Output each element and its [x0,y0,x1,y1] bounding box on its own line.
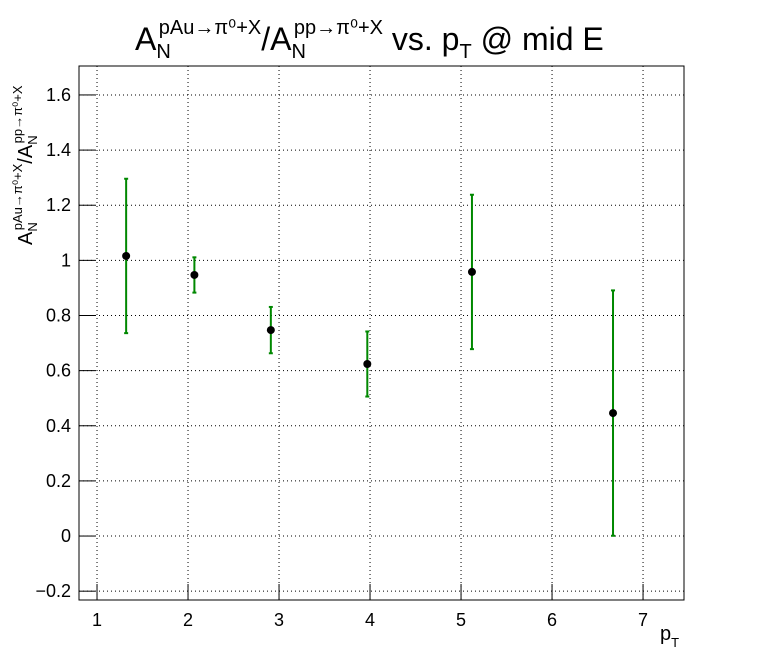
title-part: N [291,41,305,63]
title-part: /A [261,21,292,57]
plot-frame [78,65,685,601]
data-point [609,409,618,418]
title-part: vs. p [383,21,459,57]
y-tick-label: −0.2 [35,581,71,601]
y-tick-label: 1.4 [46,140,71,160]
data-point [190,270,199,279]
title-part: @ mid E [472,21,604,57]
title-part: T [459,41,471,63]
title-part: pAu→π⁰+X [159,17,261,39]
y-label-part: N [25,222,40,231]
data-point [266,326,275,335]
title-part: A [135,21,157,57]
y-tick-label: 0.6 [46,361,71,381]
chart-title: ANpAu→π⁰+X/ANpp→π⁰+X vs. pT @ mid E [135,17,604,63]
title-part: pp→π⁰+X [294,17,383,39]
x-tick-label: 3 [274,610,284,630]
x-tick-label: 5 [456,610,466,630]
y-label-part: A [15,231,37,245]
y-tick-label: 1 [61,250,71,270]
y-tick-label: 0.8 [46,305,71,325]
x-tick-label: 1 [92,610,102,630]
x-tick-label: 7 [638,610,648,630]
y-tick-label: 0.4 [46,416,71,436]
x-label-part: T [671,635,679,650]
data-point [467,267,476,276]
data-point [122,251,131,260]
y-tick-label: 0.2 [46,471,71,491]
x-tick-label: 4 [365,610,375,630]
y-tick-label: 1.6 [46,85,71,105]
data-point [363,360,372,369]
x-tick-label: 2 [183,610,193,630]
x-axis-label: pT [660,623,679,650]
x-label-part: p [660,623,671,645]
y-axis-label: ANpAu→π⁰+X/ANpp→π⁰+X [10,85,40,245]
y-label-part: pp→π⁰+X [10,85,25,143]
y-label-part: N [25,135,40,144]
y-label-part: /A [15,144,37,164]
title-part: N [156,41,170,63]
y-label-part: pAu→π⁰+X [10,163,25,230]
y-tick-label: 0 [61,526,71,546]
x-tick-label: 6 [547,610,557,630]
y-tick-label: 1.2 [46,195,71,215]
